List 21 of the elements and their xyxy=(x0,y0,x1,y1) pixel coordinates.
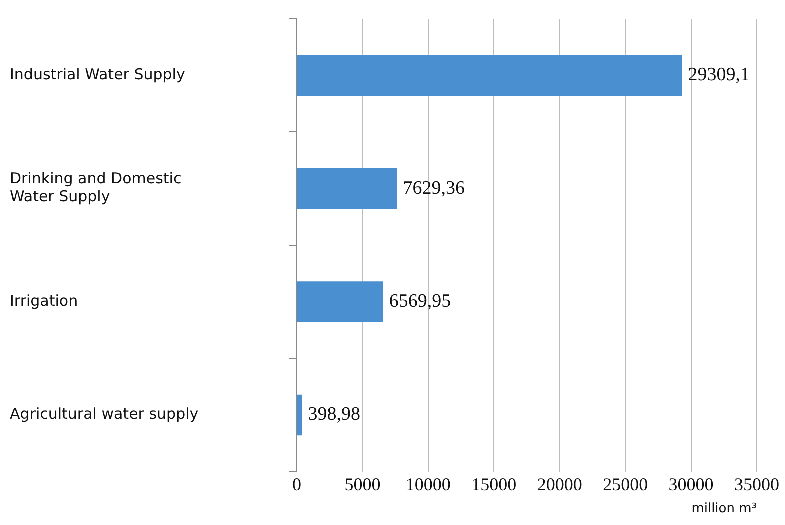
bar xyxy=(298,282,384,322)
y-tick-label: Drinking and Domestic Water Supply xyxy=(10,170,182,206)
bar xyxy=(298,55,682,96)
y-tick-label: Agricultural water supply xyxy=(10,405,199,424)
x-tick-label: 30000 xyxy=(668,474,714,494)
x-tick-label: 5000 xyxy=(344,474,381,494)
x-tick-label: 10000 xyxy=(406,474,451,494)
x-axis-title: million m³ xyxy=(692,502,757,517)
x-tick-label: 15000 xyxy=(472,474,517,494)
y-tick-label: Irrigation xyxy=(10,292,78,310)
bar xyxy=(298,168,398,210)
bar xyxy=(298,394,302,436)
x-tick-label: 0 xyxy=(292,474,302,494)
x-tick-label: 20000 xyxy=(537,474,582,494)
x-tick-label: 35000 xyxy=(734,474,780,494)
y-tick-label: Industrial Water Supply xyxy=(10,65,186,84)
data-label: 398,98 xyxy=(308,404,360,426)
x-tick-label: 25000 xyxy=(603,474,648,494)
data-label: 7629,36 xyxy=(403,178,466,199)
data-label: 6569,95 xyxy=(389,290,452,312)
data-label: 29309,1 xyxy=(688,64,750,86)
